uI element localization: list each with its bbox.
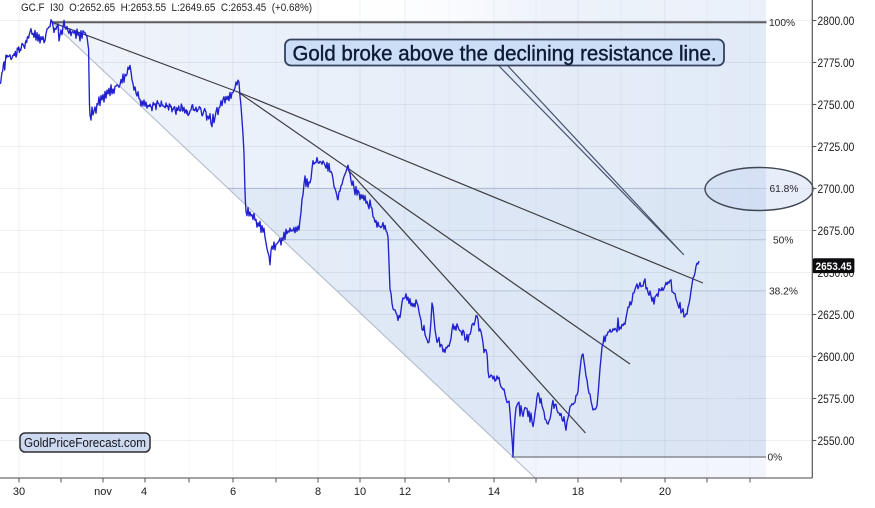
- svg-text:2800.00: 2800.00: [818, 14, 855, 28]
- svg-text:2575.00: 2575.00: [818, 392, 855, 406]
- svg-text:2725.00: 2725.00: [818, 140, 855, 154]
- svg-text:100%: 100%: [769, 18, 795, 29]
- svg-text:6: 6: [230, 486, 236, 498]
- svg-text:2700.00: 2700.00: [818, 182, 855, 196]
- svg-text:GC.F I30 O:2652.65 H:2653.5: GC.F I30 O:2652.65 H:2653.55 L:2649.65 C…: [21, 2, 312, 14]
- svg-text:18: 18: [572, 486, 584, 498]
- svg-text:2775.00: 2775.00: [818, 56, 855, 70]
- svg-text:2625.00: 2625.00: [818, 308, 855, 322]
- svg-text:12: 12: [399, 486, 411, 498]
- svg-text:2653.45: 2653.45: [816, 261, 852, 273]
- svg-text:0%: 0%: [768, 453, 783, 464]
- svg-text:nov: nov: [94, 486, 112, 498]
- svg-text:4: 4: [141, 486, 147, 498]
- svg-text:30: 30: [13, 486, 25, 498]
- svg-text:2750.00: 2750.00: [818, 98, 855, 112]
- svg-text:38.2%: 38.2%: [769, 287, 798, 298]
- svg-text:GoldPriceForecast.com: GoldPriceForecast.com: [24, 435, 146, 450]
- svg-text:2675.00: 2675.00: [818, 224, 855, 238]
- svg-text:50%: 50%: [773, 235, 793, 246]
- svg-text:8: 8: [315, 486, 321, 498]
- svg-text:Gold broke above the declining: Gold broke above the declining resistanc…: [293, 42, 717, 66]
- svg-text:61.8%: 61.8%: [770, 184, 799, 195]
- svg-text:20: 20: [659, 486, 671, 498]
- svg-text:2550.00: 2550.00: [818, 434, 855, 448]
- svg-text:14: 14: [488, 486, 500, 498]
- svg-text:2600.00: 2600.00: [818, 350, 855, 364]
- svg-text:10: 10: [354, 486, 366, 498]
